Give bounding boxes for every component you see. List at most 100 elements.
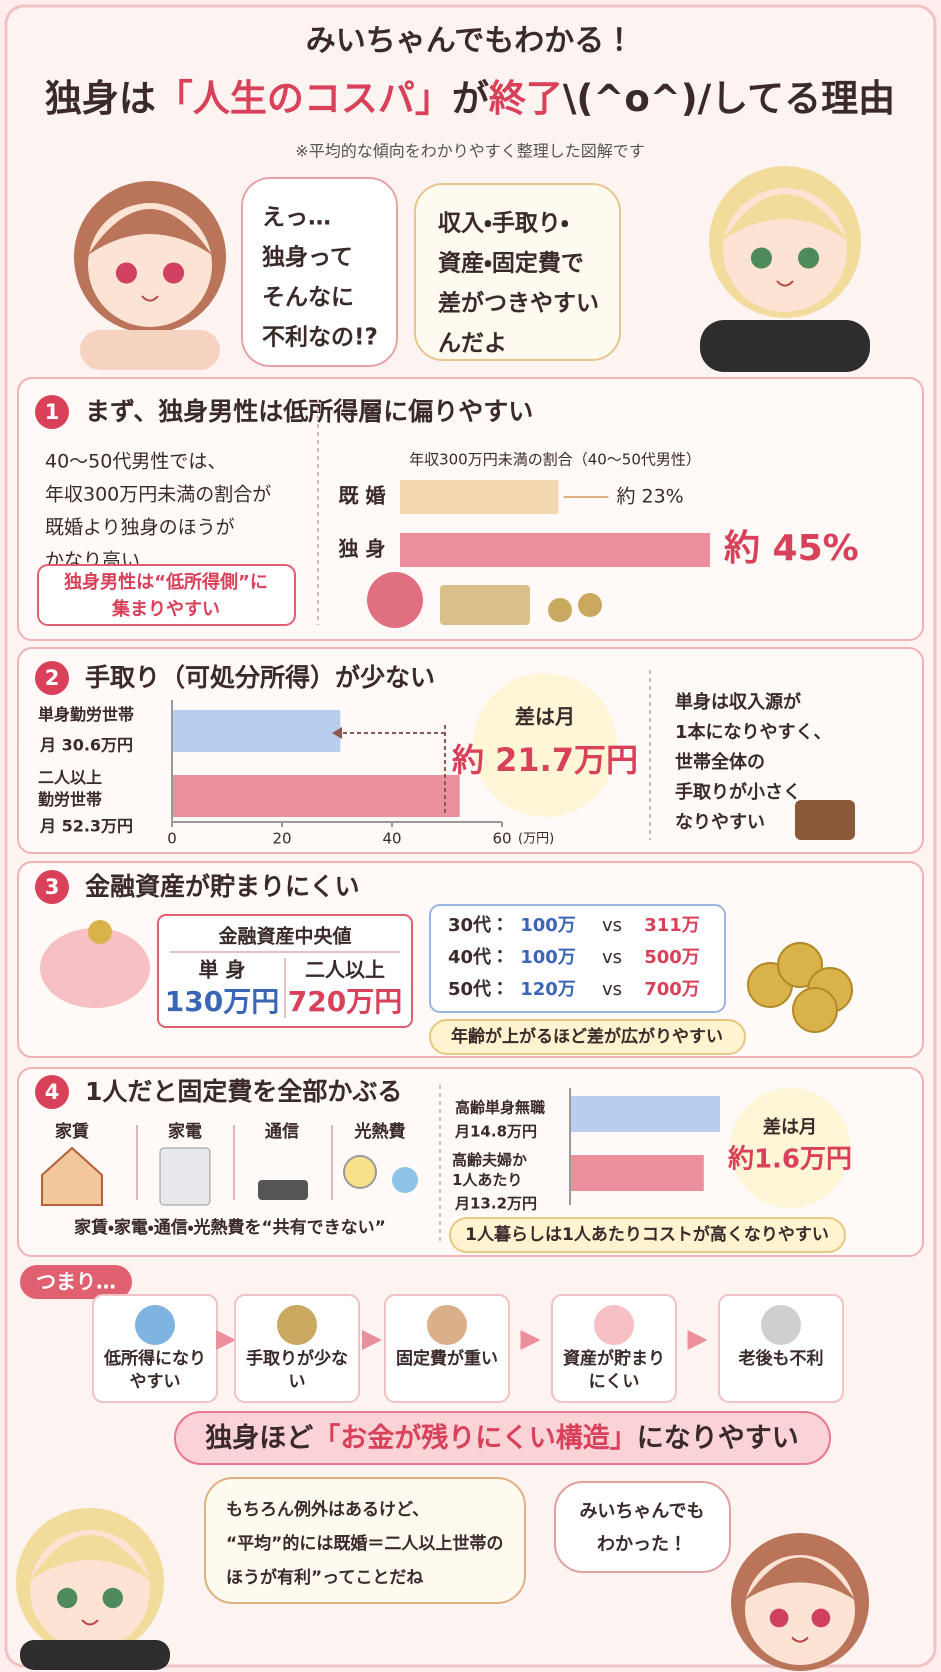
label: 差がつきやすい <box>438 290 599 317</box>
footer-pill <box>429 1019 746 1055</box>
age-cell: 311万 <box>644 915 700 936</box>
summary-pill <box>20 1265 132 1299</box>
wrap-box: 単身勤労世帯 <box>38 705 134 724</box>
diff-value: 約1.6万円 <box>727 1144 852 1175</box>
age-table <box>429 904 726 1013</box>
age-cell: vs <box>602 915 622 936</box>
title-part: \(^o^)/してる理由 <box>563 77 895 120</box>
bubble-text: ほうが有利”ってことだね <box>226 1567 423 1588</box>
body-text: 1本になりやすく、 <box>675 721 832 743</box>
label: 高齢夫婦か1人あたり <box>452 1151 528 1190</box>
title-part: 終了 <box>489 77 563 120</box>
median-label: 二人以上 <box>305 958 385 982</box>
note: ※平均的な傾向をわかりやすく整理した図解です <box>295 142 644 161</box>
conclusion-banner <box>174 1411 831 1465</box>
title-part: 独身は <box>45 77 156 120</box>
arrow-head <box>332 727 342 739</box>
category-label: 独 身 <box>339 537 386 561</box>
wrap-box: 高齢夫婦か1人あたり <box>452 1151 528 1190</box>
section-number-badge <box>35 395 69 429</box>
median-label: 単 身 <box>199 958 246 982</box>
wrap-box: 老後も不利 <box>739 1349 824 1369</box>
section-number-badge <box>35 870 69 904</box>
item-label: 家賃 <box>55 1121 89 1142</box>
median-value: 130万円 <box>165 985 279 1018</box>
step-arrow <box>362 1330 382 1350</box>
category-label: 高齢単身無職 <box>455 1099 545 1117</box>
value-label: 月14.8万円 <box>454 1123 537 1141</box>
bubble-text: “平均”的には既婚＝二人以上世帯の <box>226 1533 503 1554</box>
label: んだよ <box>438 331 507 357</box>
section-number-badge <box>35 1075 69 1109</box>
bubble-text: わかった！ <box>597 1534 687 1555</box>
bar <box>570 1155 704 1191</box>
wrap-box: 手取りが少ない <box>246 1349 348 1392</box>
callout-text: 集まりやすい <box>111 598 220 620</box>
character-eye <box>102 1587 124 1609</box>
label: 資産・固定費で <box>438 250 584 277</box>
footer-text: 年齢が上がるほど差が広がりやすい <box>451 1026 723 1047</box>
value-label: 約 23% <box>616 486 683 508</box>
character-mouth <box>81 1619 99 1626</box>
character-body <box>20 1640 170 1670</box>
title-part: 「人生のコスパ」 <box>156 77 452 120</box>
bar <box>400 533 710 567</box>
coin-icon <box>578 593 602 617</box>
character-eye <box>769 1608 789 1628</box>
age-cell: 30代： <box>448 915 509 936</box>
character-mouth <box>141 295 159 302</box>
coin-icon <box>548 598 572 622</box>
footer-text: 1人暮らしは1人あたりコストが高くなりやすい <box>465 1224 829 1245</box>
item-label: 通信 <box>265 1121 299 1142</box>
character-eye <box>798 247 820 269</box>
bills-icon <box>440 585 530 625</box>
label: 二人以上勤労世帯 <box>38 768 103 809</box>
character-bangs <box>30 1535 150 1580</box>
section-number: 1 <box>45 400 60 424</box>
section-number-badge <box>35 661 69 695</box>
age-cell: 40代： <box>448 947 509 968</box>
label: えっ… <box>262 205 331 231</box>
section-number: 4 <box>45 1080 60 1104</box>
character-body <box>700 320 870 372</box>
character-body <box>80 330 220 370</box>
label: 収入・手取り・ <box>438 211 569 237</box>
wrap-box: 資産が貯まりにくい <box>563 1349 665 1392</box>
kicker: みいちゃんでもわかる！ <box>306 24 635 59</box>
character-mouth <box>791 1636 809 1643</box>
purse-icon <box>367 572 423 628</box>
step-box <box>384 1294 510 1403</box>
chart-title: 年収300万円未満の割合（40〜50代男性） <box>409 451 701 469</box>
age-cell: vs <box>602 947 622 968</box>
speech-bubble <box>204 1477 526 1604</box>
body-text: 単身は収入源が <box>675 691 801 713</box>
caption: 家賃・家電・通信・光熱費を“共有できない” <box>74 1217 386 1238</box>
label: 固定費が重い <box>396 1349 498 1369</box>
diff-value: 約 21.7万円 <box>452 741 638 779</box>
bar <box>172 710 341 752</box>
title-part: 「お金が残りにくい構造」 <box>313 1422 636 1454</box>
step-icon <box>277 1305 317 1345</box>
character-eye <box>750 247 772 269</box>
age-cell: 700万 <box>644 979 700 1000</box>
axis-unit: (万円) <box>518 832 554 847</box>
item-label: 光熱費 <box>354 1121 406 1142</box>
step-icon <box>135 1305 175 1345</box>
house-icon <box>41 1146 103 1206</box>
age-cell: 100万 <box>520 947 576 968</box>
step-arrow <box>520 1330 541 1350</box>
value-label: 約 45% <box>724 528 859 569</box>
label: 不利なの!? <box>262 325 378 351</box>
wallet-icon <box>795 800 855 840</box>
label: 独身って <box>262 244 353 271</box>
value-label: 月13.2万円 <box>454 1195 537 1213</box>
character-bangs <box>745 1557 855 1600</box>
section-title: 金融資産が貯まりにくい <box>85 872 360 901</box>
callout-text: 独身男性は“低所得側”に <box>64 571 268 593</box>
median-value: 720万円 <box>288 985 402 1018</box>
age-cell: 120万 <box>520 979 576 1000</box>
section-number: 2 <box>45 666 60 690</box>
title-part: が <box>452 77 489 120</box>
